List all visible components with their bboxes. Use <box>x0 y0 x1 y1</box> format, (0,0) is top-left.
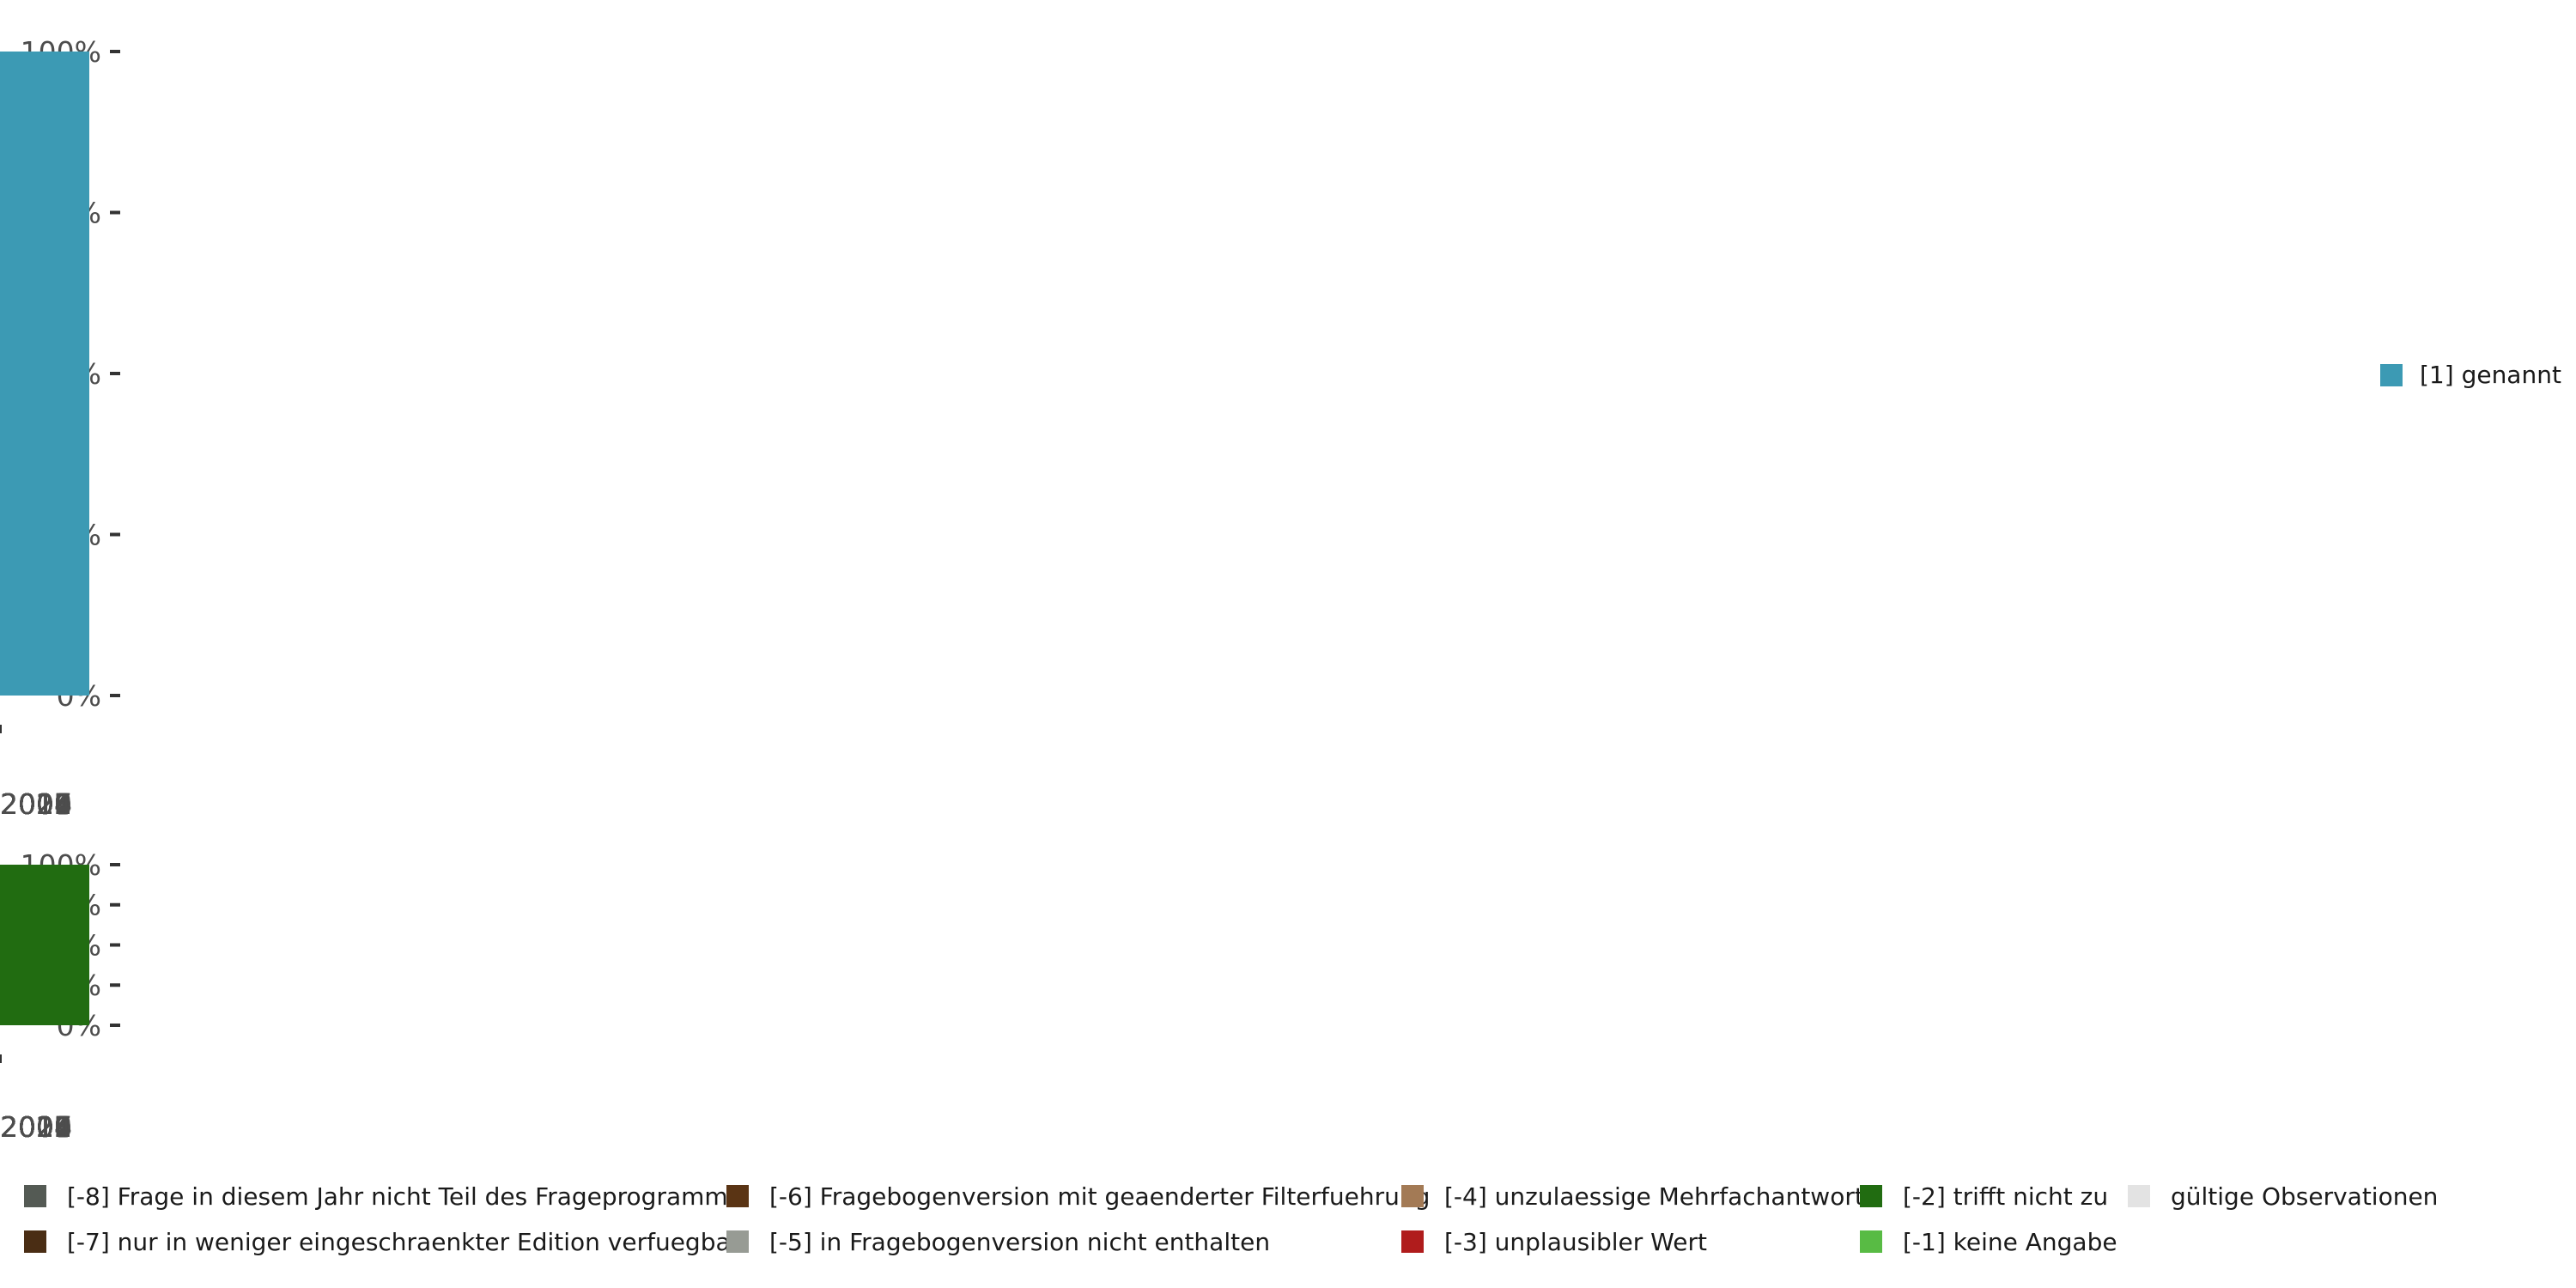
top-x-tick-label: 2017 <box>0 787 72 821</box>
legend-swatch <box>2128 1185 2150 1207</box>
legend-label: [1] genannt <box>2420 361 2561 389</box>
bottom-x-tick-label: 2015 <box>0 1110 72 1144</box>
top-x-tick-label: 2013 <box>0 787 72 821</box>
bottom-x-tick-label: 2007 <box>0 1110 72 1144</box>
legend-swatch <box>24 1185 46 1207</box>
bottom-x-tick-label: 2006 <box>0 1110 72 1144</box>
legend-swatch <box>1401 1185 1424 1207</box>
legend-label: [-6] Fragebogenversion mit geaenderter F… <box>769 1182 1430 1211</box>
top-x-tick-label: 2006 <box>0 787 72 821</box>
top-x-tick-label: 2022 <box>0 787 72 821</box>
bottom-x-tick-label: 2024 <box>0 1110 72 1144</box>
top-x-tick-label: 2024 <box>0 787 72 821</box>
bottom-x-tick-label: 2014 <box>0 1110 72 1144</box>
top-x-tick-label: 2018 <box>0 787 72 821</box>
bottom-x-tick-label: 2009 <box>0 1110 72 1144</box>
top-x-tick-label: 2014 <box>0 787 72 821</box>
top-x-tick-label: 2011 <box>0 787 72 821</box>
top-x-tick-label: 2009 <box>0 787 72 821</box>
bottom-x-tick-label: 2005 <box>0 1110 72 1144</box>
legend-label: [-3] unplausibler Wert <box>1444 1228 1707 1256</box>
bottom-x-tick-label: 2016 <box>0 1110 72 1144</box>
bottom-x-tick-label: 2023 <box>0 1110 72 1144</box>
legend-label: [-2] trifft nicht zu <box>1903 1182 2108 1211</box>
bottom-x-tick-label: 2020 <box>0 1110 72 1144</box>
legend-label: [-4] unzulaessige Mehrfachantwort <box>1444 1182 1864 1211</box>
legend-swatch <box>1860 1230 1882 1253</box>
legend-label: gültige Observationen <box>2171 1182 2438 1211</box>
bottom-legend: [-8] Frage in diesem Jahr nicht Teil des… <box>24 1182 2438 1256</box>
bottom-x-tick-label: 2008 <box>0 1110 72 1144</box>
bottom-bar-2024 <box>0 865 89 1025</box>
top-x-tick-label: 2008 <box>0 787 72 821</box>
legend-swatch <box>726 1230 749 1253</box>
top-x-tick-label: 2016 <box>0 787 72 821</box>
bottom-x-tick-label: 2017 <box>0 1110 72 1144</box>
bottom-x-tick-label: 2004 <box>0 1110 72 1144</box>
top-x-tick-label: 2021 <box>0 787 72 821</box>
top-x-tick-label: 2007 <box>0 787 72 821</box>
legend-swatch <box>1401 1230 1424 1253</box>
top-x-tick-label: 2019 <box>0 787 72 821</box>
legend-label: [-1] keine Angabe <box>1903 1228 2117 1256</box>
bottom-x-tick-label: 2012 <box>0 1110 72 1144</box>
bottom-x-tick-label: 2010 <box>0 1110 72 1144</box>
legend-label: [-8] Frage in diesem Jahr nicht Teil des… <box>67 1182 740 1211</box>
legend-swatch <box>726 1185 749 1207</box>
bottom-x-tick-label: 2011 <box>0 1110 72 1144</box>
legend-label: [-5] in Fragebogenversion nicht enthalte… <box>769 1228 1270 1256</box>
bottom-x-tick-label: 2003 <box>0 1110 72 1144</box>
top-chart: 0%25%50%75%100%2003200420052006200720082… <box>0 35 120 821</box>
legend-swatch <box>1860 1185 1882 1207</box>
legend-swatch <box>2380 364 2403 386</box>
top-x-tick-label: 2003 <box>0 787 72 821</box>
legend-label: [-7] nur in weniger eingeschraenkter Edi… <box>67 1228 741 1256</box>
bottom-x-tick-label: 2022 <box>0 1110 72 1144</box>
top-x-tick-label: 2012 <box>0 787 72 821</box>
top-x-tick-label: 2010 <box>0 787 72 821</box>
bottom-x-tick-label: 2019 <box>0 1110 72 1144</box>
top-x-tick-label: 2005 <box>0 787 72 821</box>
top-legend: [1] genannt <box>2380 361 2561 389</box>
legend-swatch <box>24 1230 46 1253</box>
bottom-x-tick-label: 2013 <box>0 1110 72 1144</box>
bottom-chart: 0%25%50%75%100%2003200420052006200720082… <box>0 848 120 1144</box>
top-x-tick-label: 2023 <box>0 787 72 821</box>
bottom-x-tick-label: 2021 <box>0 1110 72 1144</box>
top-bar-2024 <box>0 52 89 696</box>
top-x-tick-label: 2015 <box>0 787 72 821</box>
top-x-tick-label: 2020 <box>0 787 72 821</box>
top-x-tick-label: 2004 <box>0 787 72 821</box>
bottom-x-tick-label: 2018 <box>0 1110 72 1144</box>
